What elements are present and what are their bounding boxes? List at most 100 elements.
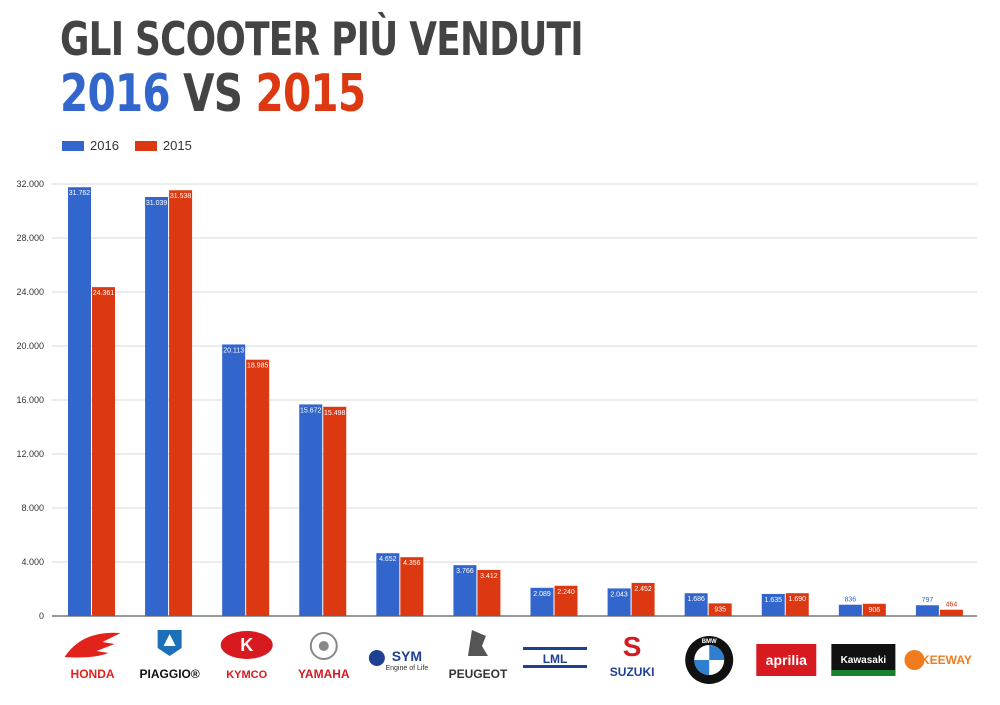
- logo-text: SUZUKI: [610, 665, 655, 679]
- y-tick-label: 24.000: [16, 287, 44, 297]
- kymco-oval: [220, 631, 273, 659]
- bar-2016: [915, 605, 939, 616]
- data-label: 24.361: [93, 290, 115, 297]
- suzuki-s-icon: S SUZUKI: [610, 631, 655, 679]
- bar-2015: [785, 593, 809, 616]
- bar-2015: [169, 190, 193, 616]
- bmw-quadrant-1: [709, 645, 725, 660]
- logo-text: SYM: [392, 648, 422, 664]
- data-label: 2.452: [634, 586, 652, 593]
- bar-2016: [145, 196, 169, 616]
- kawasaki-stripe: [831, 670, 896, 676]
- aprilia-badge-icon: aprilia: [756, 644, 817, 676]
- bar-2016: [607, 588, 631, 616]
- subtitle-vs: VS: [169, 64, 256, 124]
- data-label: 31.538: [170, 193, 192, 200]
- data-label: 464: [946, 602, 958, 609]
- data-label: 906: [868, 607, 880, 614]
- data-label: 15.672: [300, 407, 322, 414]
- bar-2016: [299, 404, 323, 616]
- logo-text: PEUGEOT: [449, 667, 508, 681]
- data-label: 2.043: [610, 591, 628, 598]
- lml-bar-top: [523, 647, 588, 650]
- data-label: 1.686: [687, 596, 705, 603]
- sym-circle: [368, 650, 385, 666]
- chart-subtitle: 2016 VS 2015: [60, 64, 366, 124]
- lml-bar-icon: LML: [523, 647, 588, 668]
- data-label: 3.766: [456, 568, 474, 575]
- keeway-circle-icon: KEEWAY: [904, 650, 972, 670]
- kawasaki-badge-icon: Kawasaki: [831, 644, 896, 676]
- chart-title: GLI SCOOTER PIÙ VENDUTI: [60, 12, 584, 66]
- legend-swatch-2016: [62, 140, 84, 151]
- bar-2015: [323, 406, 347, 616]
- peugeot-lion-icon: PEUGEOT: [449, 630, 508, 681]
- logo-text: PIAGGIO®: [140, 667, 200, 681]
- honda-wing-icon: HONDA: [64, 632, 121, 681]
- bmw-roundel-icon: BMW: [685, 636, 734, 684]
- peugeot-lion-shape: [467, 630, 488, 656]
- y-tick-label: 28.000: [16, 233, 44, 243]
- suzuki-s-letter: S: [623, 631, 642, 662]
- logo-text: Kawasaki: [841, 655, 887, 666]
- keeway-circle: [904, 650, 925, 670]
- data-label: 935: [714, 606, 726, 613]
- lml-bar-bottom: [523, 665, 588, 668]
- aprilia-badge: [756, 644, 817, 676]
- bar-2015: [939, 609, 963, 616]
- logo-text: KEEWAY: [921, 653, 972, 667]
- yamaha-center: [318, 641, 329, 651]
- logo-text: LML: [543, 652, 568, 666]
- bar-2016: [68, 187, 91, 616]
- data-label: 15.498: [324, 410, 346, 417]
- bar-2015: [554, 585, 578, 616]
- bar-2015: [246, 359, 270, 616]
- bar-2016: [838, 604, 862, 616]
- data-label: 18.985: [247, 363, 269, 370]
- y-tick-label: 8.000: [21, 503, 44, 513]
- title-line-1: GLI SCOOTER PIÙ VENDUTI: [60, 12, 584, 66]
- bar-2015: [862, 603, 886, 616]
- y-tick-label: 0: [39, 611, 44, 621]
- logo-text: aprilia: [766, 652, 807, 668]
- legend-item-2015: 2015: [134, 138, 192, 153]
- bar-2015: [631, 582, 655, 616]
- legend-label-2015: 2015: [162, 138, 192, 153]
- legend-label-2016: 2016: [90, 138, 119, 153]
- y-tick-label: 12.000: [16, 449, 44, 459]
- kymco-k-icon: K KYMCO: [220, 631, 273, 681]
- bar-2015: [92, 287, 115, 616]
- bar-2016: [530, 587, 554, 616]
- data-label: 2.240: [557, 589, 575, 596]
- y-tick-label: 20.000: [16, 341, 44, 351]
- subtitle-year-2016: 2016: [60, 64, 171, 124]
- y-tick-label: 4.000: [21, 557, 44, 567]
- logo-text: HONDA: [71, 667, 115, 681]
- y-tick-label: 32.000: [16, 179, 44, 189]
- bar-2015: [708, 603, 732, 616]
- bar-2016: [684, 593, 708, 616]
- bar-2016: [222, 344, 246, 616]
- data-label: 20.113: [223, 347, 244, 354]
- legend-item-2016: 2016: [62, 138, 119, 153]
- data-label: 1.635: [764, 597, 782, 604]
- data-label: 31.039: [146, 200, 168, 207]
- logo-subtext: Engine of Life: [385, 665, 428, 672]
- bar-2016: [761, 593, 785, 616]
- piaggio-shield-mark: [163, 634, 176, 646]
- subtitle-year-2015: 2015: [255, 64, 366, 124]
- bar-2015: [477, 569, 501, 616]
- y-tick-label: 16.000: [16, 395, 44, 405]
- piaggio-shield-icon: PIAGGIO®: [140, 630, 200, 681]
- data-label: 2.089: [533, 591, 551, 598]
- yamaha-tuning-forks-icon: YAMAHA: [298, 632, 350, 681]
- data-label: 1.690: [788, 596, 806, 603]
- data-label: 4.356: [403, 560, 421, 567]
- logo-text: YAMAHA: [298, 667, 350, 681]
- chart-legend: 2016 2015: [62, 138, 192, 153]
- kymco-k-letter: K: [240, 635, 253, 655]
- data-label: 797: [922, 597, 934, 604]
- bar-2015: [400, 557, 424, 616]
